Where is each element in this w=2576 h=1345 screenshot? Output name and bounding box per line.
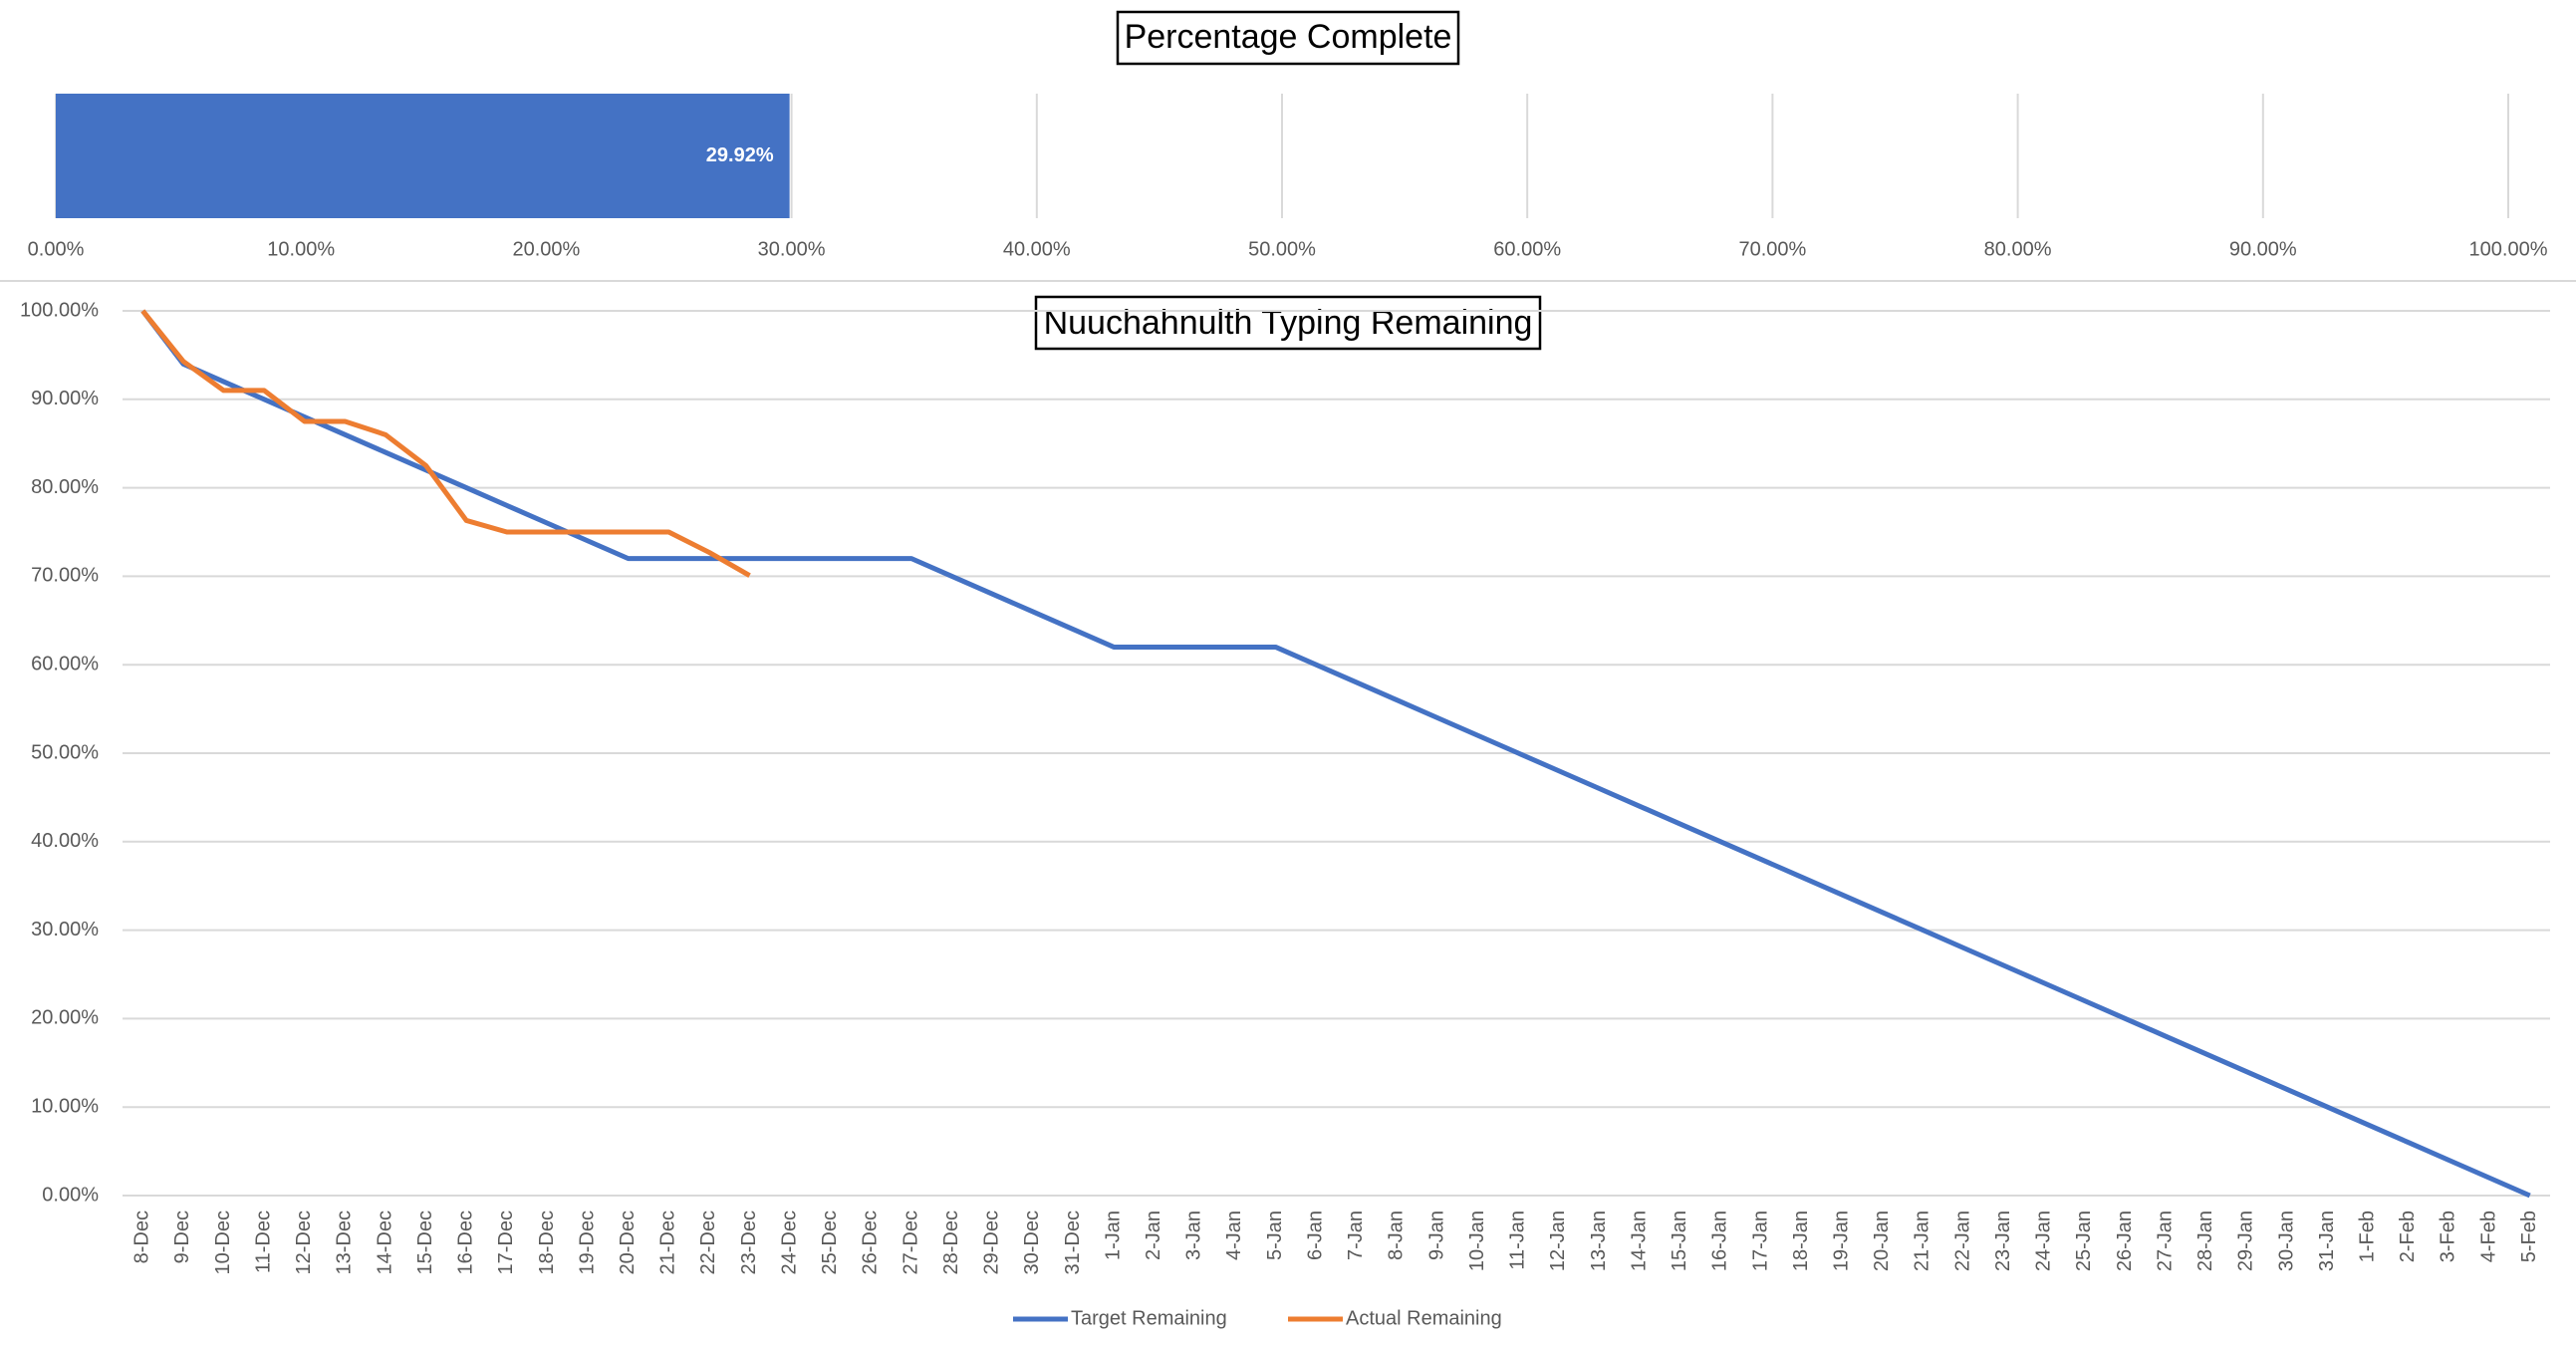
x-tick-label: 30.00% [758, 238, 826, 260]
x-tick-label: 20-Jan [1871, 1210, 1893, 1271]
y-tick-label: 20.00% [31, 1007, 99, 1029]
x-tick-label: 22-Jan [1951, 1210, 1973, 1271]
x-tick-label: 25-Jan [2073, 1210, 2095, 1271]
x-tick-label: 9-Dec [171, 1210, 193, 1263]
x-tick-label: 50.00% [1248, 238, 1316, 260]
x-tick-label: 26-Jan [2114, 1210, 2136, 1271]
chart-title: Percentage Complete [1125, 18, 1452, 56]
x-tick-label: 22-Dec [697, 1210, 719, 1274]
x-tick-label: 11-Jan [1507, 1210, 1529, 1270]
x-tick-label: 24-Dec [778, 1210, 800, 1274]
x-tick-label: 60.00% [1493, 238, 1561, 260]
x-tick-label: 27-Dec [900, 1210, 921, 1274]
x-tick-label: 15-Jan [1669, 1210, 1690, 1271]
y-tick-label: 40.00% [31, 830, 99, 852]
x-tick-label: 21-Jan [1912, 1210, 1933, 1271]
x-tick-label: 31-Dec [1062, 1210, 1084, 1274]
x-tick-label: 1-Jan [1102, 1210, 1124, 1260]
legend-label: Actual Remaining [1346, 1307, 1502, 1329]
x-tick-label: 9-Jan [1425, 1210, 1447, 1260]
x-tick-label: 27-Jan [2154, 1210, 2176, 1271]
x-tick-label: 23-Dec [738, 1210, 760, 1274]
x-tick-label: 14-Dec [374, 1210, 395, 1274]
x-tick-label: 19-Jan [1830, 1210, 1852, 1271]
x-tick-label: 10-Jan [1466, 1210, 1488, 1271]
y-tick-label: 50.00% [31, 741, 99, 763]
chart-title: Nuuchahnulth Typing Remaining [1044, 304, 1533, 342]
y-tick-label: 10.00% [31, 1095, 99, 1117]
x-tick-label: 100.00% [2469, 238, 2548, 260]
y-tick-label: 100.00% [20, 299, 99, 321]
x-tick-label: 2-Feb [2397, 1210, 2419, 1262]
x-tick-label: 80.00% [1984, 238, 2052, 260]
x-tick-label: 70.00% [1738, 238, 1806, 260]
x-tick-label: 10.00% [267, 238, 335, 260]
x-tick-label: 26-Dec [860, 1210, 882, 1274]
data-label: 29.92% [706, 144, 774, 166]
x-tick-label: 2-Jan [1143, 1210, 1164, 1260]
x-tick-label: 3-Jan [1183, 1210, 1205, 1260]
y-tick-label: 60.00% [31, 653, 99, 674]
x-tick-label: 29-Jan [2235, 1210, 2257, 1271]
y-tick-label: 0.00% [42, 1184, 99, 1206]
x-tick-label: 90.00% [2229, 238, 2297, 260]
y-tick-label: 90.00% [31, 388, 99, 409]
x-tick-label: 11-Dec [252, 1210, 274, 1273]
line-series [140, 309, 751, 578]
x-tick-label: 14-Jan [1628, 1210, 1650, 1271]
x-tick-label: 18-Jan [1790, 1210, 1812, 1271]
x-tick-label: 0.00% [28, 238, 85, 260]
x-tick-label: 3-Feb [2438, 1210, 2459, 1262]
x-tick-label: 24-Jan [2033, 1210, 2055, 1271]
y-tick-label: 30.00% [31, 919, 99, 941]
x-tick-label: 8-Jan [1386, 1210, 1408, 1260]
legend-label: Target Remaining [1071, 1307, 1227, 1329]
x-tick-label: 21-Dec [657, 1210, 679, 1274]
x-tick-label: 40.00% [1003, 238, 1071, 260]
x-tick-label: 12-Dec [293, 1210, 315, 1274]
x-tick-label: 4-Feb [2477, 1210, 2499, 1262]
x-tick-label: 30-Dec [1021, 1210, 1043, 1274]
title-box [1116, 10, 1460, 66]
x-tick-label: 31-Jan [2316, 1210, 2338, 1271]
x-tick-label: 4-Jan [1223, 1210, 1245, 1260]
x-tick-label: 17-Dec [495, 1210, 517, 1274]
x-tick-label: 18-Dec [536, 1210, 558, 1274]
y-tick-label: 70.00% [31, 565, 99, 587]
x-tick-label: 20-Dec [617, 1210, 639, 1274]
x-tick-label: 7-Jan [1345, 1210, 1367, 1260]
x-tick-label: 17-Jan [1749, 1210, 1771, 1271]
x-tick-label: 28-Dec [940, 1210, 962, 1274]
x-tick-label: 8-Dec [131, 1210, 153, 1263]
x-tick-label: 19-Dec [576, 1210, 598, 1274]
x-tick-label: 12-Jan [1547, 1210, 1569, 1271]
x-tick-label: 29-Dec [981, 1210, 1003, 1274]
x-tick-label: 6-Jan [1304, 1210, 1326, 1260]
x-tick-label: 30-Jan [2275, 1210, 2297, 1271]
x-tick-label: 5-Feb [2518, 1210, 2540, 1262]
y-tick-label: 80.00% [31, 476, 99, 498]
x-tick-label: 16-Jan [1709, 1210, 1731, 1271]
title-box [1034, 295, 1542, 351]
x-tick-label: 15-Dec [414, 1210, 436, 1274]
bar [56, 94, 790, 218]
x-tick-label: 20.00% [512, 238, 580, 260]
x-tick-label: 28-Jan [2194, 1210, 2216, 1271]
x-tick-label: 10-Dec [212, 1210, 234, 1274]
x-tick-label: 25-Dec [819, 1210, 841, 1274]
line-series [140, 309, 2531, 1199]
x-tick-label: 13-Dec [334, 1210, 356, 1274]
x-tick-label: 5-Jan [1264, 1210, 1286, 1260]
x-tick-label: 23-Jan [1992, 1210, 2014, 1271]
x-tick-label: 13-Jan [1588, 1210, 1610, 1271]
x-tick-label: 1-Feb [2357, 1210, 2379, 1262]
x-tick-label: 16-Dec [455, 1210, 477, 1274]
